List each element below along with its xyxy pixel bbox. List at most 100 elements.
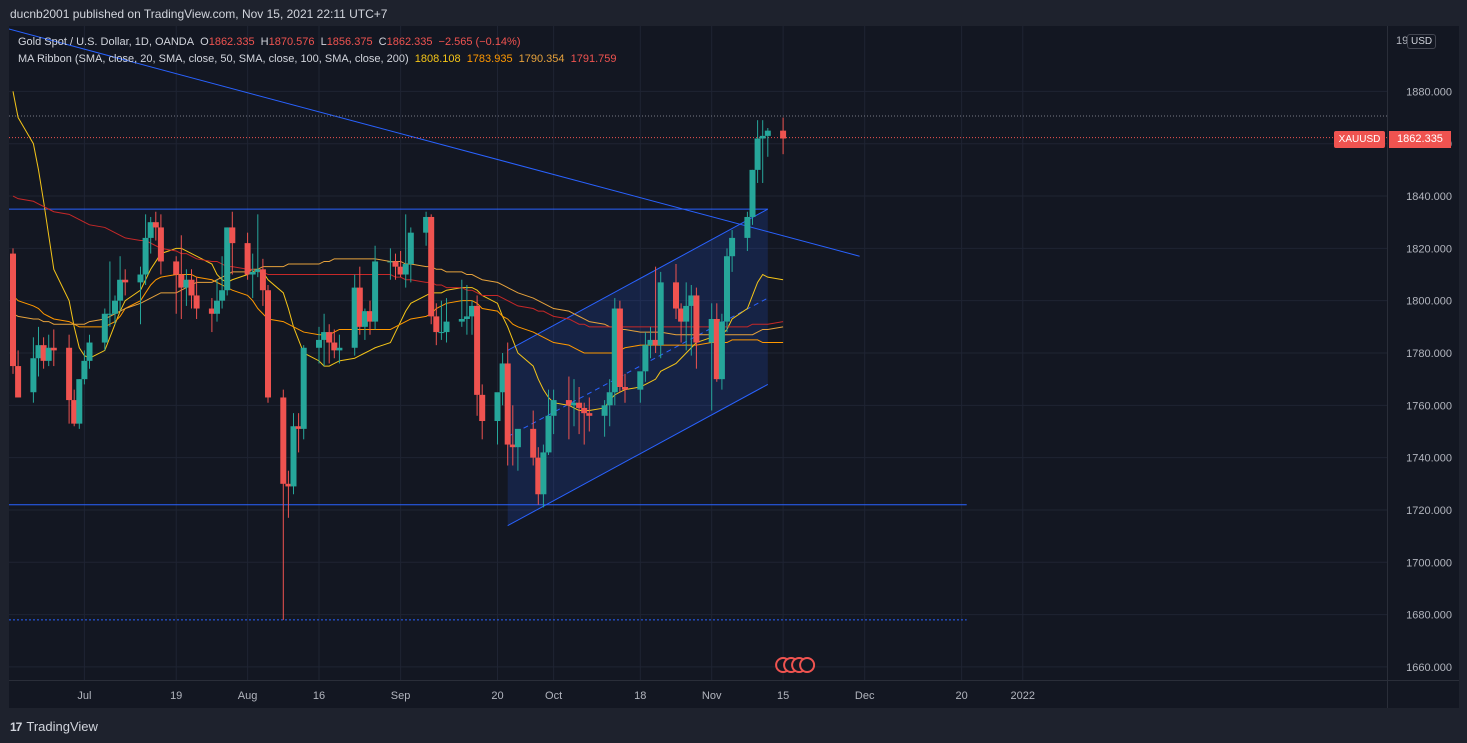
candle-body: [45, 347, 52, 361]
candle-body: [361, 311, 368, 327]
candle-body: [106, 313, 113, 315]
candle-body: [15, 366, 22, 398]
time-tick-label: Dec: [855, 690, 875, 702]
candle-body: [657, 282, 664, 346]
time-tick-label: Oct: [545, 690, 562, 702]
candle-body: [474, 305, 481, 395]
candle-body: [66, 347, 73, 401]
ma-line-1: [12, 91, 784, 412]
candle-body: [295, 426, 302, 429]
candle-body: [117, 279, 124, 301]
ma-ribbon-label[interactable]: MA Ribbon (SMA, close, 20, SMA, close, 5…: [18, 53, 409, 65]
price-tick-label: 1760.000: [1406, 400, 1452, 412]
symbol-name[interactable]: Gold Spot / U.S. Dollar, 1D, OANDA: [18, 36, 195, 48]
top-bar: ducnb2001 published on TradingView.com, …: [0, 0, 1467, 26]
candle-body: [157, 227, 164, 262]
time-tick-label: 20: [955, 690, 967, 702]
candle-body: [494, 392, 501, 422]
candle-body: [351, 287, 358, 348]
candle-body: [606, 392, 613, 406]
candle-body: [443, 321, 450, 333]
candle-body: [259, 269, 266, 291]
candle-body: [285, 483, 292, 487]
candle-body: [112, 300, 118, 314]
time-tick-label: 15: [777, 690, 789, 702]
price-tick-label: 1780.000: [1406, 348, 1452, 360]
candle-body: [173, 261, 180, 275]
candle-body: [208, 308, 215, 314]
candle-body: [683, 305, 690, 322]
candle-body: [316, 339, 322, 348]
candle-body: [565, 400, 572, 406]
candle-body: [428, 216, 435, 317]
candle-body: [571, 402, 577, 406]
candle-body: [479, 394, 486, 422]
bottom-bar: 17 TradingView: [0, 710, 1467, 743]
candle-body: [224, 227, 231, 291]
chart-pane[interactable]: [9, 26, 1387, 680]
candle-body: [545, 415, 552, 453]
ohlc-high: H1870.576: [260, 36, 315, 48]
candle-body: [433, 316, 440, 333]
candle-body: [71, 400, 78, 424]
candle-body: [101, 313, 108, 343]
candle-body: [81, 360, 88, 380]
ohlc-low: L1856.375: [320, 36, 373, 48]
chart-legend: Gold Spot / U.S. Dollar, 1D, OANDA O1862…: [18, 34, 619, 68]
candle-body: [397, 266, 404, 275]
candle-body: [616, 308, 623, 388]
candle-body: [178, 274, 185, 288]
candle-body: [576, 402, 583, 408]
candle-body: [509, 444, 516, 448]
time-tick-label: Nov: [702, 690, 722, 702]
candle-body: [550, 400, 557, 416]
candlestick-chart[interactable]: [9, 26, 1387, 680]
candle-body: [280, 397, 287, 484]
price-tick-label-partial: 19: [1396, 35, 1408, 47]
symbol-price-tag: XAUUSD: [1334, 131, 1385, 148]
candle-body: [540, 452, 547, 495]
candle-body: [152, 222, 159, 228]
time-tick-label: 2022: [1011, 690, 1035, 702]
candle-body: [356, 287, 363, 327]
time-tick-label: 19: [170, 690, 182, 702]
ma100-value: 1790.354: [518, 53, 565, 65]
candle-body: [581, 407, 588, 414]
candle-body: [759, 135, 766, 139]
candle-body: [326, 332, 333, 343]
candle-body: [504, 363, 511, 445]
candle-body: [147, 222, 154, 238]
candle-body: [708, 318, 715, 343]
candle-body: [86, 342, 93, 361]
ohlc-close-value: 1862.335: [386, 36, 433, 48]
candle-body: [586, 413, 593, 416]
candle-body: [749, 169, 756, 217]
candle-body: [50, 347, 57, 351]
tradingview-logo[interactable]: 17 TradingView: [10, 719, 98, 734]
ohlc-high-value: 1870.576: [268, 36, 315, 48]
tradingview-brand: TradingView: [26, 719, 98, 734]
currency-button[interactable]: USD: [1407, 34, 1437, 49]
time-tick-label: Jul: [77, 690, 91, 702]
candle-body: [647, 339, 654, 346]
time-axis[interactable]: Jul 19 Aug 16 Sep 20 Oct 18 Nov 15 Dec 20 2022: [9, 680, 1387, 708]
candle-body: [652, 339, 659, 346]
symbol-legend-row: Gold Spot / U.S. Dollar, 1D, OANDA O1862…: [18, 34, 619, 51]
candle-body: [514, 428, 521, 448]
time-tick-label: 20: [491, 690, 503, 702]
economic-event-icon: [799, 657, 816, 673]
channel-lower-line: [507, 383, 769, 527]
candle-body: [611, 308, 618, 393]
time-axis-labels: Jul 19 Aug 16 Sep 20 Oct 18 Nov 15 Dec 20 2022: [77, 690, 1035, 702]
ohlc-close: C1862.335: [378, 36, 433, 48]
price-axis[interactable]: 1660.000 1680.000 1700.000 1720.000 1740.000…: [1387, 26, 1459, 680]
price-tick-label: 1840.000: [1406, 191, 1452, 203]
candle-body: [713, 318, 720, 380]
candle-body: [469, 305, 475, 317]
candle-body: [214, 300, 220, 314]
ohlc-open: O1862.335: [200, 36, 255, 48]
price-tick-label: 1680.000: [1406, 610, 1452, 622]
candle-body: [729, 237, 736, 257]
price-tick-label: 1820.000: [1406, 243, 1452, 255]
candle-body: [249, 271, 256, 275]
